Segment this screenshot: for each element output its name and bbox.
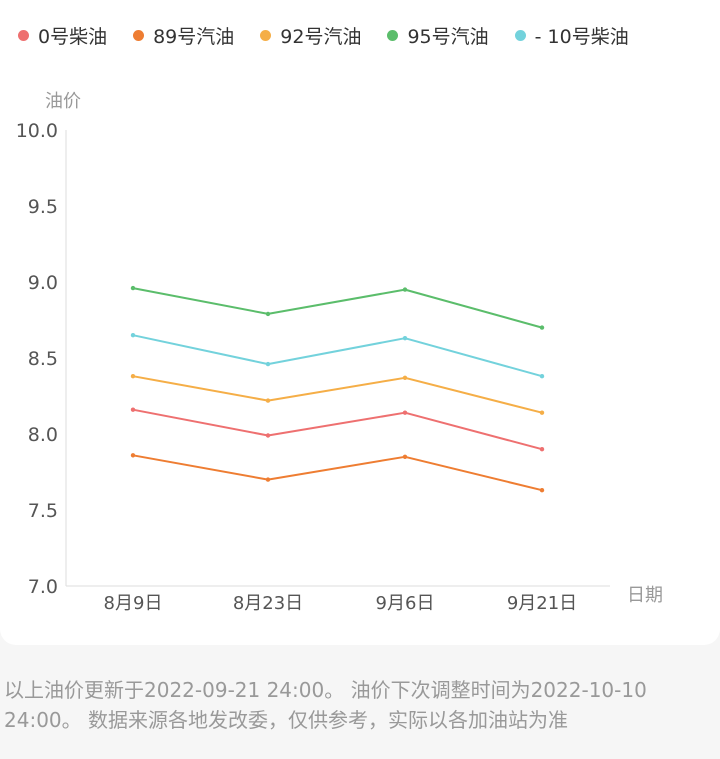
- x-tick-label: 8月23日: [233, 593, 303, 614]
- data-point-0-2: [402, 410, 408, 415]
- data-point-0-1: [265, 433, 271, 438]
- series-line-3: [132, 287, 543, 329]
- chart-card: 0号柴油 89号汽油 92号汽油 95号汽油 - 10号柴油 7.0 7.5 8.0 8.5 9…: [15, 22, 663, 614]
- chart-legend: 0号柴油 89号汽油 92号汽油 95号汽油 - 10号柴油: [18, 22, 655, 49]
- data-point-4-0: [130, 333, 136, 338]
- legend-label: 0号柴油: [38, 26, 108, 48]
- series-line-2: [132, 375, 543, 414]
- y-tick-label: 8.5: [28, 348, 58, 370]
- data-point-3-3: [539, 325, 545, 330]
- legend-item-1[interactable]: 89号汽油: [133, 22, 234, 49]
- data-point-0-0: [130, 407, 136, 412]
- x-tick-label: 9月21日: [507, 593, 577, 614]
- data-point-2-0: [130, 374, 136, 379]
- legend-item-0[interactable]: 0号柴油: [18, 22, 107, 49]
- legend-label: 92号汽油: [280, 26, 362, 48]
- legend-label: 95号汽油: [407, 26, 489, 48]
- data-point-1-2: [402, 454, 408, 459]
- y-tick-label: 8.0: [28, 424, 58, 446]
- data-point-2-2: [402, 375, 408, 380]
- legend-item-4[interactable]: - 10号柴油: [514, 22, 629, 49]
- legend-dot: [18, 30, 29, 41]
- line-chart: 7.0 7.5 8.0 8.5 9.0 9.5 10.0 8月9日 8月23日 9月6日 9月21日…: [16, 91, 663, 614]
- y-tick-label: 7.0: [28, 576, 58, 598]
- data-point-1-3: [539, 488, 545, 493]
- series-line-4: [132, 334, 543, 378]
- data-point-3-1: [265, 311, 271, 317]
- y-tick-label: 9.0: [28, 272, 58, 294]
- x-axis-title: 日期: [627, 585, 663, 606]
- data-point-4-2: [402, 336, 408, 341]
- data-point-1-1: [265, 477, 271, 482]
- price-update-note: 以上油价更新于2022-09-21 24:00。 油价下次调整时间为2022-1…: [4, 678, 647, 732]
- legend-label: 89号汽油: [153, 26, 235, 48]
- data-point-2-1: [265, 398, 271, 403]
- data-point-1-0: [130, 453, 136, 458]
- data-point-4-1: [265, 361, 271, 367]
- data-point-0-3: [539, 447, 545, 452]
- data-point-2-3: [539, 410, 545, 415]
- legend-dot: [514, 30, 526, 41]
- y-axis-title: 油价: [45, 91, 81, 112]
- x-tick-label: 9月6日: [376, 593, 435, 614]
- data-point-4-3: [539, 374, 545, 379]
- series-line-0: [132, 408, 543, 451]
- legend-label: - 10号柴油: [534, 26, 629, 48]
- legend-item-2[interactable]: 92号汽油: [260, 22, 361, 49]
- data-point-3-0: [130, 285, 136, 291]
- y-tick-label: 9.5: [28, 196, 58, 218]
- y-tick-label: 7.5: [28, 500, 58, 522]
- x-tick-label: 8月9日: [104, 593, 163, 614]
- legend-dot: [260, 30, 272, 41]
- legend-item-3[interactable]: 95号汽油: [387, 22, 489, 49]
- y-tick-label: 10.0: [16, 120, 58, 142]
- legend-dot: [133, 30, 145, 41]
- data-point-3-2: [402, 287, 408, 292]
- legend-dot: [387, 30, 399, 41]
- series-line-1: [132, 454, 543, 492]
